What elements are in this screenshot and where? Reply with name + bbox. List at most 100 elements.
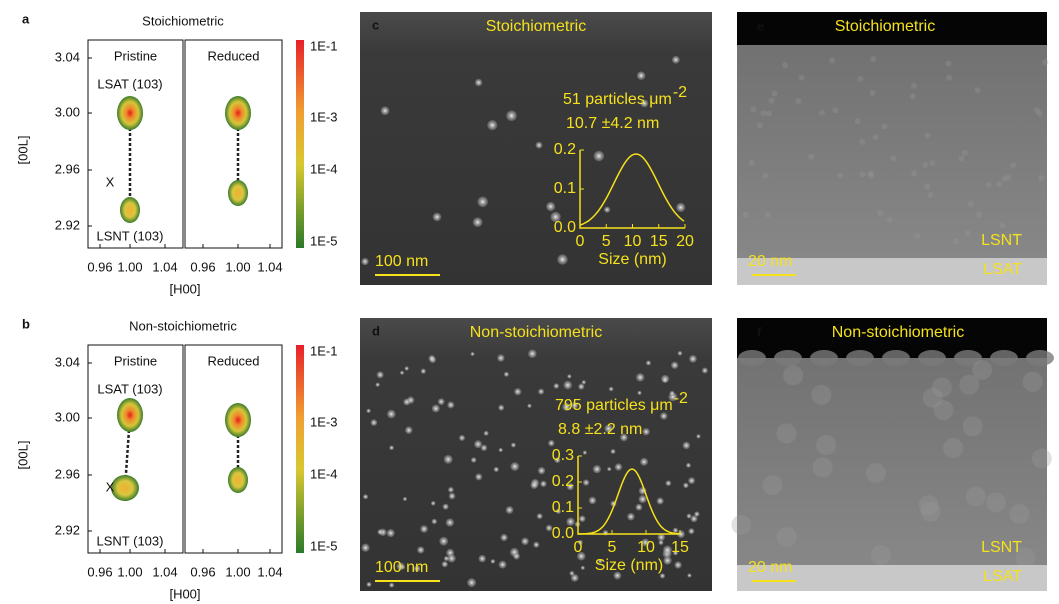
particle	[538, 388, 545, 395]
particle	[677, 350, 683, 356]
panel-label: e	[757, 18, 764, 33]
texture	[1001, 176, 1008, 183]
surface-particle	[774, 350, 802, 366]
particle	[638, 494, 647, 504]
particle	[521, 537, 529, 546]
particle	[530, 481, 539, 490]
particle	[640, 99, 649, 108]
panel-label: d	[372, 323, 380, 338]
texture	[750, 106, 757, 113]
x-tick-label: 1.04	[257, 259, 282, 274]
colorbar	[296, 345, 304, 553]
x-tick-label: 1.00	[225, 564, 250, 579]
inset-y-tick-label: 0.1	[552, 499, 574, 516]
particle	[614, 463, 623, 471]
particle	[562, 402, 571, 412]
annotation: X	[106, 174, 115, 189]
particle	[677, 530, 685, 539]
texture	[762, 475, 783, 496]
particle	[592, 464, 602, 474]
texture	[927, 191, 934, 198]
particle	[658, 540, 664, 546]
texture	[857, 75, 864, 82]
colorbar-label: 1E-4	[310, 466, 337, 481]
y-axis-label: [00L]	[15, 441, 30, 470]
particle	[448, 486, 454, 493]
texture	[795, 97, 802, 104]
texture	[742, 211, 749, 218]
x-tick-label: 0.96	[87, 564, 112, 579]
particle	[413, 565, 421, 572]
inset-x-tick-label: 0	[576, 233, 585, 250]
vacuum-band	[737, 12, 1047, 45]
particle	[554, 457, 561, 464]
particle	[445, 518, 455, 527]
particle	[389, 582, 395, 588]
particle	[442, 503, 449, 510]
particle	[656, 497, 664, 505]
inset-x-tick-label: 5	[602, 233, 611, 250]
x-tick-label: 1.04	[257, 564, 282, 579]
sem-image	[360, 12, 712, 285]
inset-y-tick-label: 0.0	[552, 525, 574, 542]
particle	[694, 511, 700, 517]
particle	[571, 401, 579, 409]
texture	[808, 153, 815, 160]
texture	[914, 232, 921, 239]
particle	[472, 217, 483, 228]
particle	[439, 536, 449, 546]
texture	[1031, 448, 1052, 469]
annotation: LSAT (103)	[97, 381, 162, 396]
subplot-title: Reduced	[207, 48, 259, 63]
texture	[999, 222, 1006, 229]
particle	[610, 449, 616, 454]
texture	[886, 216, 893, 223]
particle	[403, 398, 411, 406]
surface-particle	[846, 350, 874, 366]
texture	[959, 374, 980, 395]
texture	[867, 170, 874, 177]
inset-x-tick-label: 10	[637, 539, 655, 556]
texture	[1010, 162, 1017, 169]
particle-size: 10.7 ±4.2 nm	[566, 115, 659, 132]
particle	[447, 401, 455, 409]
particle	[402, 496, 407, 502]
particle	[437, 398, 445, 406]
texture	[854, 117, 861, 124]
colorbar	[296, 40, 304, 248]
y-tick-label: 3.04	[55, 354, 80, 369]
particle	[701, 367, 708, 374]
particle	[375, 382, 380, 387]
texture	[1042, 59, 1049, 66]
particle	[540, 480, 547, 488]
particle	[510, 462, 520, 471]
plot-frame	[184, 344, 283, 554]
texture	[781, 62, 788, 69]
particle	[470, 351, 475, 356]
particle-size: 8.8 ±2.2 nm	[558, 421, 642, 438]
y-tick-label: 3.04	[55, 49, 80, 64]
x-tick-label: 1.04	[152, 564, 177, 579]
sem-image	[360, 318, 712, 591]
particle	[528, 349, 537, 358]
plot-frame	[87, 39, 184, 249]
panel-title: Stoichiometric	[486, 18, 586, 35]
size-distribution-curve	[579, 153, 685, 226]
colorbar-label: 1E-1	[310, 343, 337, 358]
inset-x-tick-label: 5	[608, 539, 617, 556]
particle	[361, 257, 369, 266]
particle	[431, 518, 438, 525]
particle	[470, 457, 477, 463]
colorbar-label: 1E-5	[310, 233, 337, 248]
particle	[689, 354, 697, 363]
density-exponent: -2	[673, 84, 687, 101]
inset-x-tick-label: 10	[624, 233, 642, 250]
x-tick-label: 1.04	[152, 259, 177, 274]
particle	[405, 426, 413, 434]
layer-label: LSNT	[981, 539, 1022, 556]
particle	[588, 496, 597, 505]
y-axis-label: [00L]	[15, 136, 30, 165]
particle	[396, 562, 405, 571]
particle	[475, 473, 483, 481]
texture	[867, 172, 874, 179]
